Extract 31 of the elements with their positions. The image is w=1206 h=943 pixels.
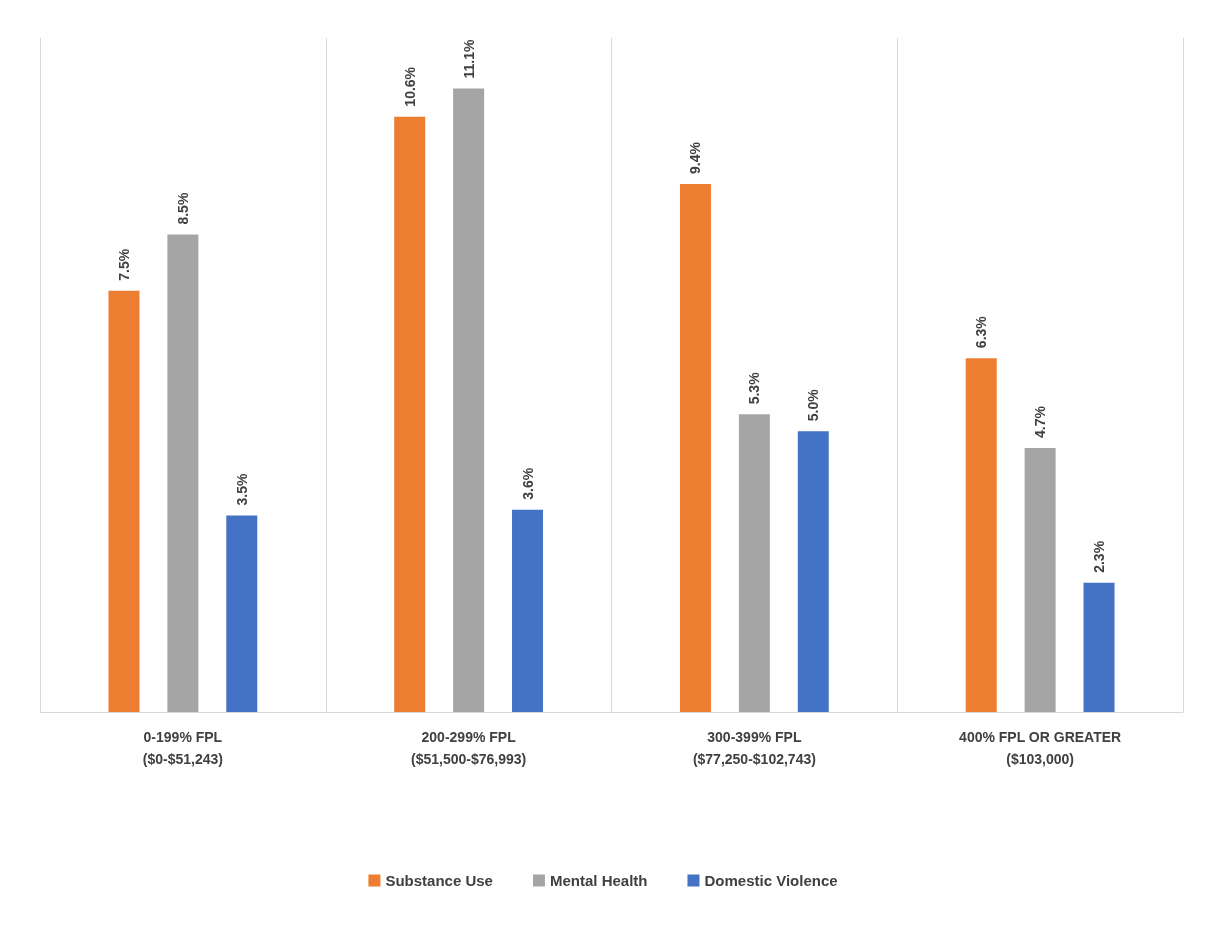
data-label: 7.5% (115, 248, 132, 281)
data-label: 2.3% (1091, 540, 1108, 573)
bar (1083, 582, 1115, 712)
bar (512, 509, 544, 712)
data-label: 8.5% (174, 192, 191, 225)
bar (108, 290, 140, 712)
data-label: 3.6% (519, 467, 536, 500)
bar (738, 414, 770, 712)
data-label: 3.5% (233, 472, 250, 506)
legend-label: Domestic Violence (704, 872, 838, 889)
bar (679, 184, 711, 712)
x-tick-label: 0-199% FPL ($0-$51,243) (142, 729, 223, 767)
bar (167, 234, 199, 712)
data-label: 5.3% (746, 371, 763, 405)
bar (453, 88, 485, 712)
data-label: 11.1% (460, 39, 477, 79)
data-label: 9.4% (687, 141, 704, 175)
bar (797, 431, 829, 712)
data-label: 4.7% (1032, 405, 1049, 439)
bar (226, 515, 258, 712)
x-tick-label: 300-399% FPL ($77,250-$102,743) (692, 729, 816, 767)
bar (1024, 448, 1056, 712)
bar (394, 116, 426, 712)
bar (965, 358, 997, 712)
legend-label: Substance Use (385, 872, 493, 889)
data-label: 5.0% (805, 388, 822, 422)
legend-label: Mental Health (549, 872, 648, 889)
data-label: 6.3% (973, 315, 990, 349)
x-tick-label: 200-299% FPL ($51,500-$76,993) (411, 729, 527, 767)
x-tick-label: 400% FPL OR GREATER ($103,000) (959, 729, 1122, 767)
data-label: 10.6% (401, 66, 418, 107)
